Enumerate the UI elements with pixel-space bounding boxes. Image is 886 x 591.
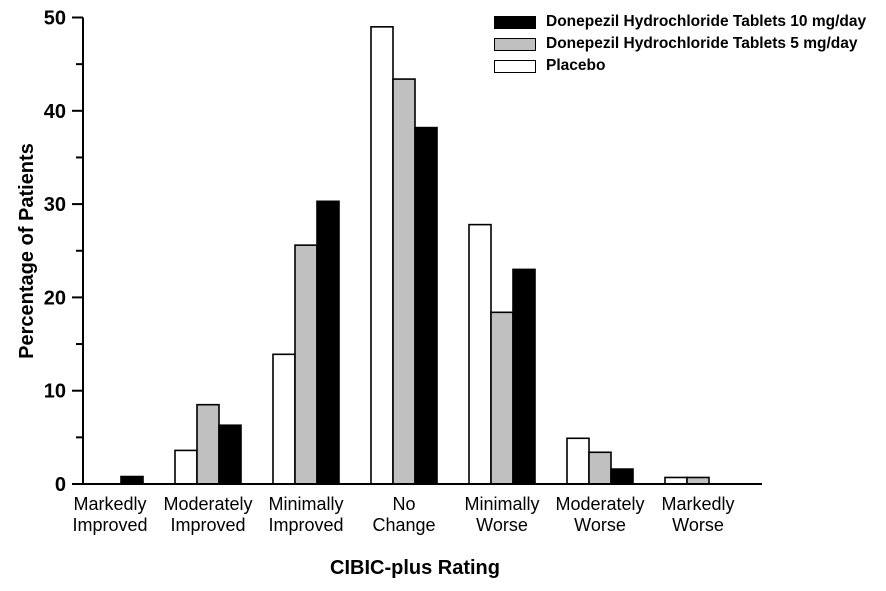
svg-text:Markedly: Markedly	[73, 494, 146, 514]
svg-text:20: 20	[44, 287, 66, 309]
svg-text:Worse: Worse	[476, 515, 528, 535]
bar	[490, 311, 514, 485]
svg-text:Change: Change	[372, 515, 435, 535]
svg-text:50: 50	[44, 8, 66, 30]
bar	[414, 126, 438, 485]
bar-groups	[120, 26, 710, 485]
bar	[294, 244, 318, 485]
svg-text:Moderately: Moderately	[163, 494, 252, 514]
bar	[272, 353, 296, 485]
svg-text:Markedly: Markedly	[661, 494, 734, 514]
bar	[468, 223, 492, 485]
bar	[370, 26, 394, 485]
legend-item-10mg: Donepezil Hydrochloride Tablets 10 mg/da…	[494, 13, 867, 30]
legend-item-placebo: Placebo	[494, 57, 866, 74]
svg-text:Worse: Worse	[574, 515, 626, 535]
legend-swatch-black-icon	[494, 15, 536, 29]
x-axis-category-labels: MarkedlyImprovedModeratelyImprovedMinima…	[72, 494, 734, 535]
bar	[392, 78, 416, 485]
bar	[120, 475, 144, 485]
bar	[512, 268, 536, 485]
y-axis-ticks: 0 10 20 30 40 50	[44, 8, 83, 496]
svg-text:30: 30	[44, 194, 66, 216]
legend-item-5mg: Donepezil Hydrochloride Tablets 5 mg/day	[494, 35, 866, 52]
bar	[566, 437, 590, 485]
bar	[196, 403, 220, 485]
legend: Donepezil Hydrochloride Tablets 10 mg/da…	[494, 13, 867, 74]
svg-text:Minimally: Minimally	[464, 494, 539, 514]
bar	[316, 200, 340, 485]
svg-text:Improved: Improved	[170, 515, 245, 535]
legend-label-10mg: Donepezil Hydrochloride Tablets 10 mg/da…	[546, 13, 867, 30]
legend-label-5mg: Donepezil Hydrochloride Tablets 5 mg/day	[546, 35, 858, 52]
svg-text:No: No	[392, 494, 415, 514]
bar	[610, 468, 634, 485]
x-axis-title: CIBIC-plus Rating	[330, 557, 500, 579]
legend-label-placebo: Placebo	[546, 57, 606, 74]
svg-text:10: 10	[44, 381, 66, 403]
bar	[174, 449, 198, 485]
svg-text:Moderately: Moderately	[555, 494, 644, 514]
bar	[218, 424, 242, 485]
bar	[588, 451, 612, 485]
svg-text:Minimally: Minimally	[268, 494, 343, 514]
legend-swatch-gray-icon	[494, 37, 536, 51]
y-axis-title: Percentage of Patients	[16, 143, 38, 359]
svg-text:0: 0	[55, 474, 66, 496]
svg-text:40: 40	[44, 101, 66, 123]
svg-text:Improved: Improved	[72, 515, 147, 535]
svg-text:Improved: Improved	[268, 515, 343, 535]
svg-text:Worse: Worse	[672, 515, 724, 535]
legend-swatch-white-icon	[494, 59, 536, 73]
